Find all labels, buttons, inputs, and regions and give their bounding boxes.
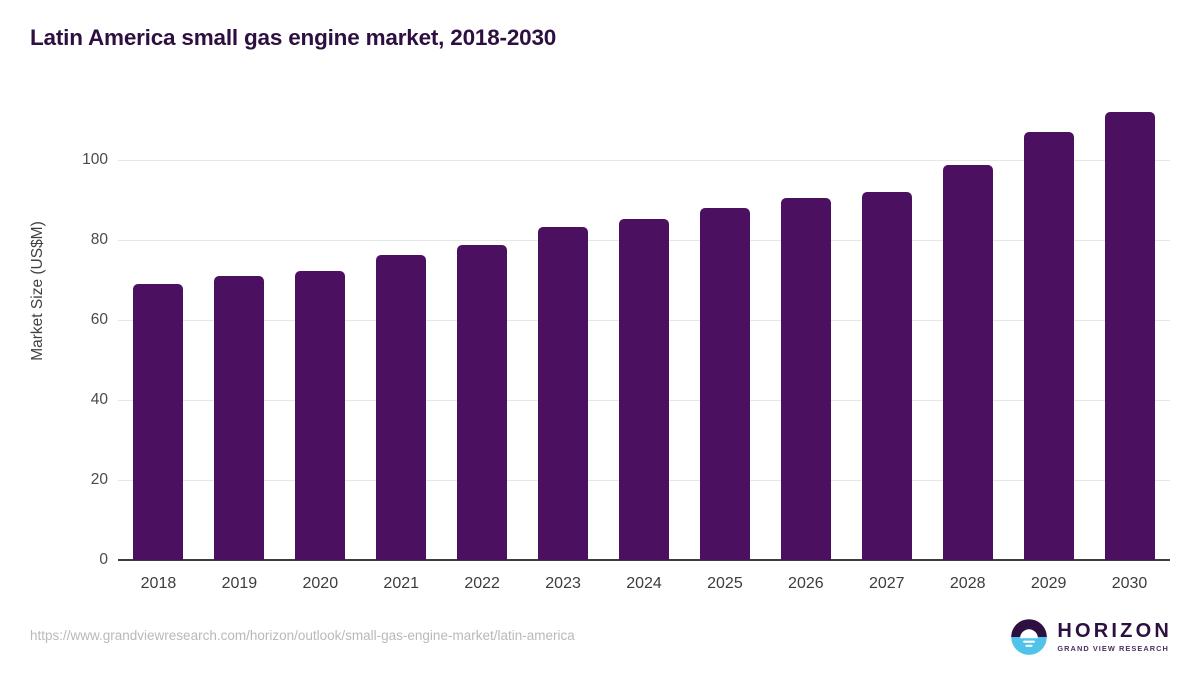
bar-slot	[604, 90, 685, 560]
page-title: Latin America small gas engine market, 2…	[30, 25, 557, 50]
x-axis-tick-label: 2023	[545, 575, 581, 592]
bar-slot	[199, 90, 280, 560]
source-url[interactable]: https://www.grandviewresearch.com/horizo…	[30, 628, 575, 643]
bar-slot	[118, 90, 199, 560]
y-axis-tick-label: 40	[90, 391, 108, 408]
x-axis-tick-label: 2026	[788, 575, 824, 592]
bar-2019[interactable]	[214, 276, 265, 560]
bar-2029[interactable]	[1023, 132, 1074, 560]
x-axis-tick-label: 2019	[221, 575, 258, 592]
y-axis-title: Market Size (US$M)	[29, 221, 46, 361]
x-axis-tick-label: 2025	[707, 575, 743, 592]
horizon-logo: HORIZON GRAND VIEW RESEARCH	[1010, 618, 1172, 656]
logo-tagline: GRAND VIEW RESEARCH	[1057, 644, 1169, 654]
y-axis-tick-label: 100	[82, 151, 108, 168]
bar-slot	[1089, 90, 1170, 560]
bar-slot	[684, 90, 765, 560]
y-axis-tick-label: 60	[90, 311, 108, 328]
bar-2025[interactable]	[699, 208, 750, 560]
bar-2027[interactable]	[861, 192, 912, 560]
x-axis-tick-label: 2024	[626, 575, 662, 592]
bar-series	[118, 90, 1170, 560]
logo-name: HORIZON	[1057, 620, 1172, 643]
bar-2018[interactable]	[133, 284, 184, 560]
bar-slot	[523, 90, 604, 560]
x-axis-tick-label: 2018	[140, 575, 177, 592]
logo-wordmark: HORIZON GRAND VIEW RESEARCH	[1057, 621, 1172, 652]
bar-2023[interactable]	[538, 227, 589, 560]
x-axis-tick-label: 2022	[464, 575, 500, 592]
bar-2021[interactable]	[376, 255, 427, 560]
x-axis-tick-label: 2020	[302, 575, 339, 592]
bar-slot	[846, 90, 927, 560]
bar-2022[interactable]	[457, 244, 508, 560]
y-axis-tick-label: 20	[90, 471, 108, 488]
gridline	[118, 160, 1170, 161]
horizon-sun-circle-icon	[1011, 619, 1048, 655]
x-axis-tick-label: 2028	[949, 575, 986, 592]
x-axis-tick-label: 2030	[1111, 575, 1148, 592]
x-axis-tick-label: 2029	[1030, 575, 1067, 592]
bar-slot	[442, 90, 523, 560]
bar-2026[interactable]	[780, 197, 831, 560]
bar-slot	[765, 90, 846, 560]
y-axis-tick-label: 0	[99, 551, 108, 568]
x-axis-tick-label: 2027	[868, 575, 905, 592]
bar-slot	[280, 90, 361, 560]
bar-2020[interactable]	[295, 270, 346, 560]
bar-slot	[927, 90, 1008, 560]
bar-slot	[1008, 90, 1089, 560]
x-axis-tick-label: 2021	[383, 575, 420, 592]
y-axis-tick-label: 80	[90, 231, 108, 248]
bar-2028[interactable]	[942, 165, 993, 560]
bar-2024[interactable]	[618, 218, 669, 560]
bar-2030[interactable]	[1104, 112, 1155, 560]
bar-slot	[361, 90, 442, 560]
